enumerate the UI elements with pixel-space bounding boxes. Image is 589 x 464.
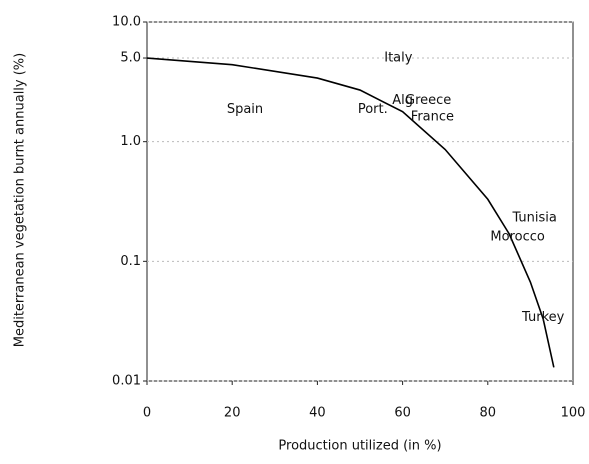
y-axis-label: Mediterranean vegetation burnt annually … [13, 53, 28, 348]
x-tick-label: 60 [394, 406, 411, 421]
country-label: Tunisia [511, 211, 556, 226]
country-label: Spain [227, 102, 263, 117]
plot-frame [146, 21, 574, 382]
country-label: Alg [392, 93, 413, 108]
country-label: Greece [405, 93, 451, 108]
x-tick-label: 40 [309, 406, 326, 421]
y-tick-label: 0.1 [120, 254, 141, 269]
country-label: France [411, 110, 454, 125]
x-tick-label: 0 [143, 406, 151, 421]
country-label: Port. [358, 102, 388, 117]
x-tick-label: 100 [561, 406, 586, 421]
x-tick-label: 20 [224, 406, 241, 421]
country-label: Morocco [490, 229, 544, 244]
y-tick-label: 1.0 [120, 134, 141, 149]
y-tick-label: 5.0 [120, 51, 141, 66]
x-tick-label: 80 [480, 406, 497, 421]
curve [146, 57, 555, 368]
country-label: Italy [384, 51, 413, 66]
y-tick-label: 0.01 [112, 374, 141, 389]
country-label: Turkey [521, 310, 565, 325]
x-axis-label: Production utilized (in %) [278, 439, 441, 454]
y-tick-label: 10.0 [112, 15, 141, 30]
